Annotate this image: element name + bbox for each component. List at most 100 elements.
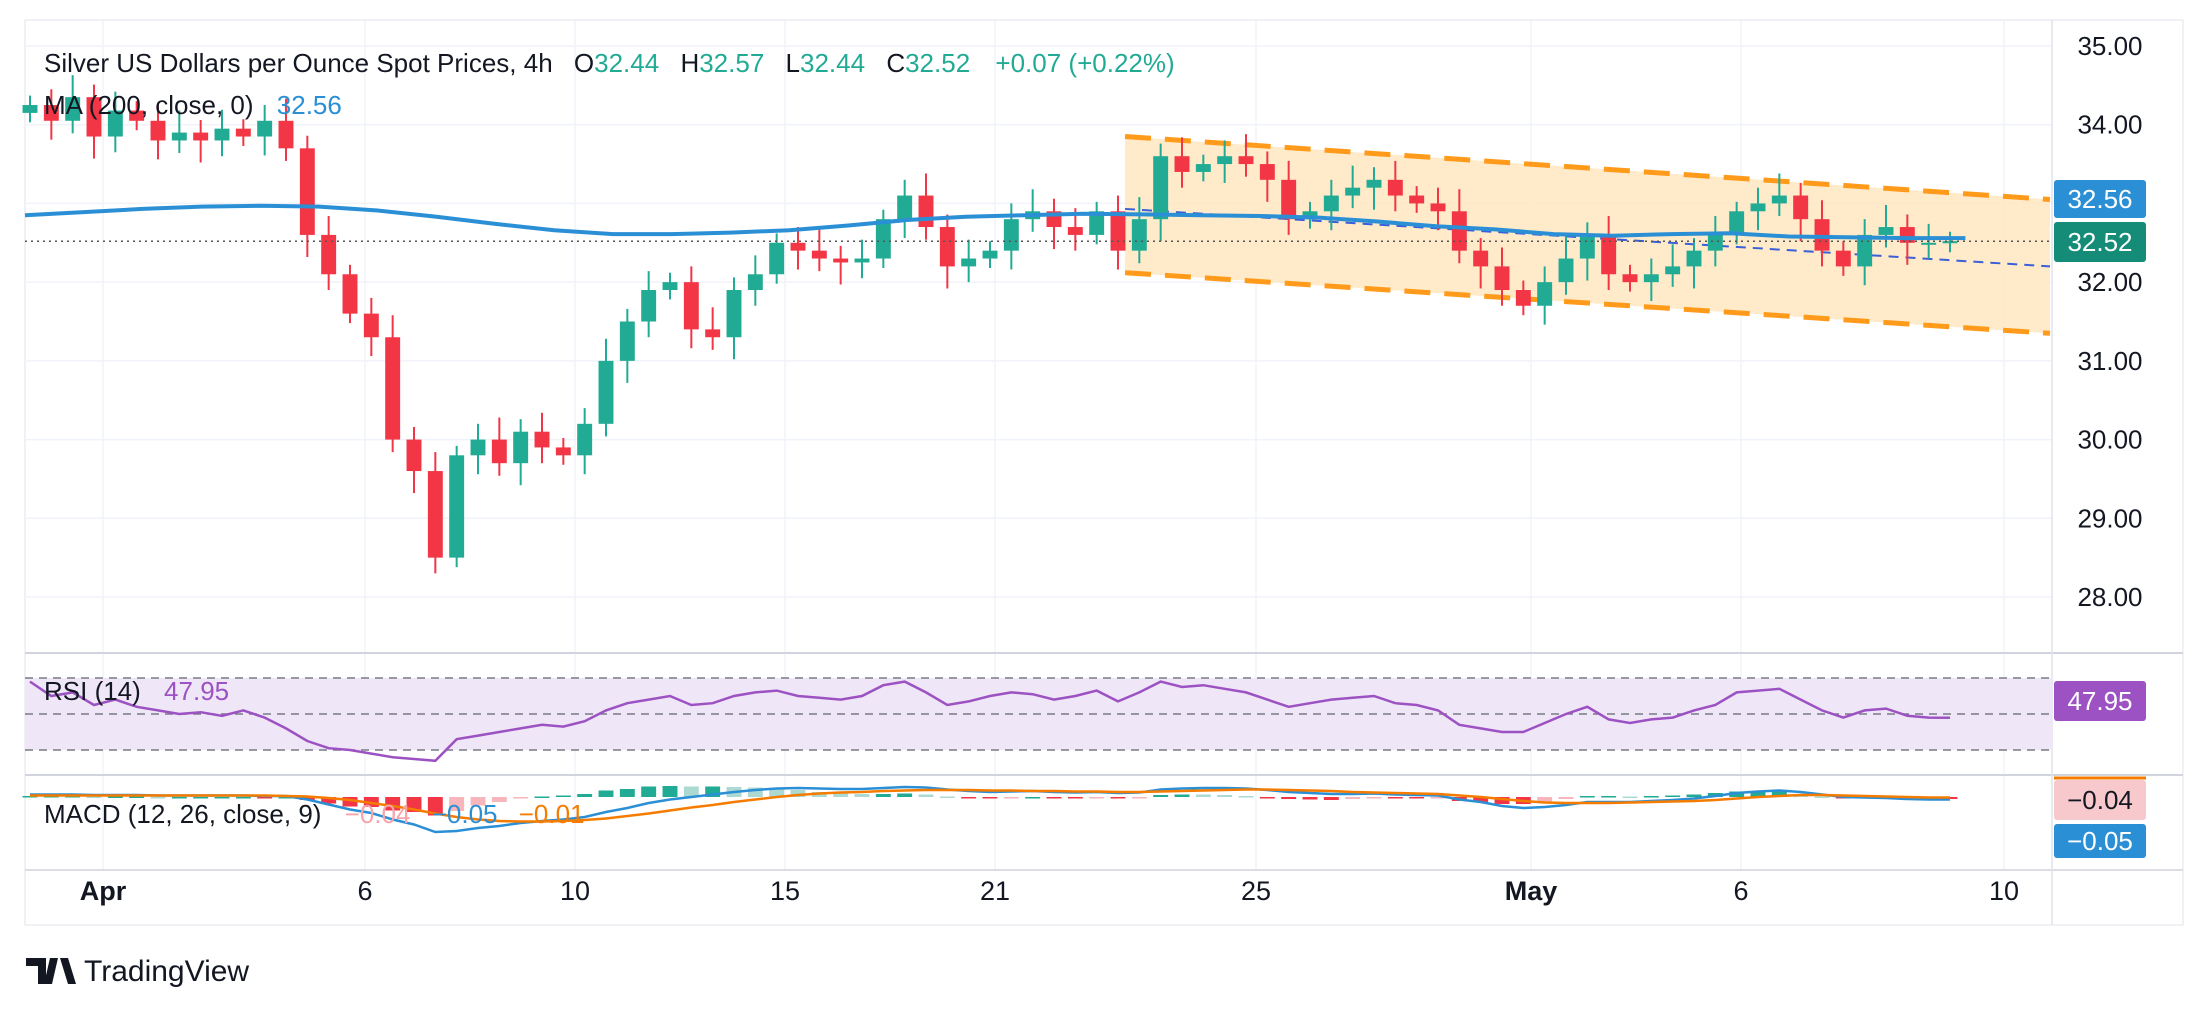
candle[interactable] (171, 110, 187, 154)
candle[interactable] (129, 101, 145, 131)
candle[interactable] (1515, 280, 1531, 316)
candle[interactable] (1750, 187, 1766, 231)
candle[interactable] (1110, 195, 1126, 270)
macd-histogram-bar (321, 797, 337, 804)
candle[interactable] (1537, 266, 1553, 325)
time-tick-label: 21 (980, 876, 1010, 906)
candle[interactable] (641, 271, 657, 338)
candle[interactable] (491, 417, 507, 476)
candle[interactable] (1835, 241, 1851, 276)
candle[interactable] (1345, 165, 1361, 209)
candle[interactable] (1323, 179, 1339, 231)
candle[interactable] (1089, 201, 1105, 245)
candle-body (790, 242, 806, 251)
candle[interactable] (257, 105, 273, 156)
macd-histogram-bar (1281, 797, 1297, 799)
candle[interactable] (1430, 187, 1446, 231)
ma200-line[interactable] (24, 203, 1966, 241)
candle-body (811, 250, 827, 259)
candle[interactable] (662, 272, 678, 300)
candle[interactable] (1857, 219, 1873, 286)
candle[interactable] (1601, 216, 1617, 291)
candle[interactable] (811, 228, 827, 272)
candle[interactable] (1281, 160, 1297, 235)
macd-pane[interactable] (22, 785, 1958, 834)
candle[interactable] (427, 452, 443, 574)
candle[interactable] (897, 179, 913, 239)
macd-histogram-bar (150, 797, 166, 799)
candle[interactable] (193, 119, 209, 163)
candle[interactable] (705, 307, 721, 350)
candle[interactable] (406, 426, 422, 494)
candle[interactable] (961, 239, 977, 283)
candle[interactable] (43, 89, 59, 140)
candle[interactable] (1217, 140, 1233, 183)
macd-histogram-bar (1174, 794, 1190, 797)
candle[interactable] (214, 109, 230, 157)
candle[interactable] (278, 98, 294, 161)
candle[interactable] (321, 216, 337, 291)
candle[interactable] (1174, 137, 1190, 188)
candle[interactable] (1259, 151, 1275, 202)
candle[interactable] (577, 408, 593, 475)
candle[interactable] (470, 423, 486, 475)
candle[interactable] (299, 135, 315, 257)
candle[interactable] (86, 84, 102, 159)
candle[interactable] (1494, 247, 1510, 306)
candle-body (470, 439, 486, 456)
candle[interactable] (1558, 236, 1574, 295)
candle[interactable] (619, 308, 635, 383)
candle[interactable] (1409, 186, 1425, 213)
candle[interactable] (150, 105, 166, 160)
candle[interactable] (22, 95, 38, 123)
candle[interactable] (1814, 200, 1830, 267)
candle[interactable] (1131, 197, 1147, 264)
candle[interactable] (1878, 205, 1894, 248)
candle[interactable] (726, 277, 742, 360)
candle[interactable] (1665, 244, 1681, 287)
candle[interactable] (1302, 201, 1318, 229)
candle[interactable] (1195, 154, 1211, 182)
candle[interactable] (875, 209, 891, 268)
candle[interactable] (1473, 238, 1489, 289)
candle[interactable] (1153, 143, 1169, 242)
macd-histogram-bar (1089, 797, 1105, 799)
candle-body (1323, 195, 1339, 212)
candle[interactable] (1707, 216, 1723, 267)
candle[interactable] (747, 255, 763, 306)
candle[interactable] (833, 245, 849, 285)
candle[interactable] (1366, 167, 1382, 210)
high-label: H (680, 48, 699, 78)
candle[interactable] (1771, 173, 1787, 217)
candle[interactable] (513, 419, 529, 486)
candle[interactable] (1643, 258, 1659, 302)
candle[interactable] (790, 227, 806, 270)
tradingview-logo[interactable]: TradingView (26, 955, 249, 988)
candle[interactable] (363, 297, 379, 357)
candle[interactable] (385, 315, 401, 453)
candle[interactable] (342, 264, 358, 324)
candle[interactable] (555, 437, 571, 465)
time-tick-label: 10 (1989, 876, 2019, 906)
candle[interactable] (982, 241, 998, 268)
candle[interactable] (939, 214, 955, 289)
candle[interactable] (65, 75, 81, 134)
candle[interactable] (1238, 134, 1254, 177)
candle[interactable] (534, 412, 550, 464)
candle[interactable] (683, 266, 699, 349)
candle[interactable] (1942, 231, 1958, 253)
candle[interactable] (1686, 238, 1702, 289)
candle[interactable] (107, 91, 123, 153)
candle[interactable] (1387, 160, 1403, 212)
candle[interactable] (1729, 201, 1745, 245)
candle[interactable] (1622, 264, 1638, 292)
candle-body (321, 234, 337, 275)
candle[interactable] (854, 239, 870, 279)
candle-body (641, 290, 657, 322)
rsi-pane[interactable] (25, 677, 2052, 763)
candle[interactable] (235, 119, 251, 146)
candle[interactable] (449, 445, 465, 568)
candle[interactable] (1793, 182, 1809, 242)
candle[interactable] (598, 338, 614, 437)
